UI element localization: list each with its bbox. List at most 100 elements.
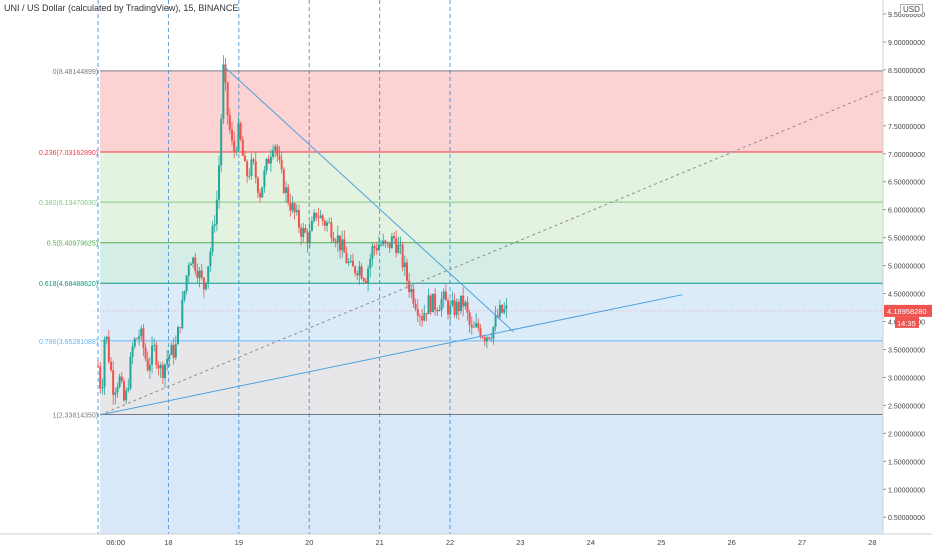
candle-body bbox=[315, 212, 318, 218]
price-tick-label: 0.50000000 bbox=[888, 515, 925, 522]
price-axis[interactable]: 9.50000000 9.00000000 8.50000000 8.00000000… bbox=[882, 0, 925, 534]
candle-body bbox=[405, 262, 408, 281]
candle-body bbox=[252, 159, 255, 162]
price-tick-label: 4.50000000 bbox=[888, 292, 925, 299]
candle-body bbox=[235, 150, 238, 152]
candle-body bbox=[181, 299, 184, 329]
price-tick-label: 3.00000000 bbox=[888, 375, 925, 382]
candle-body bbox=[196, 271, 199, 278]
candle-body bbox=[438, 309, 441, 312]
time-axis[interactable]: 06:00 18 19 20 21 22 23 24 25 26 27 28 bbox=[0, 533, 932, 547]
candle-body bbox=[472, 326, 475, 328]
candle-body bbox=[425, 313, 428, 315]
time-tick-label: 28 bbox=[868, 538, 876, 547]
candle-body bbox=[220, 118, 223, 166]
fib-level-label: 0.618(4.68488620) bbox=[39, 281, 98, 288]
candle-body bbox=[228, 115, 231, 130]
candle-body bbox=[319, 215, 322, 219]
candle-body bbox=[105, 336, 108, 340]
candle-body bbox=[200, 270, 203, 278]
candle-body bbox=[159, 364, 162, 369]
candle-body bbox=[317, 217, 320, 219]
fib-level-label: 1(2.33814350) bbox=[53, 412, 99, 419]
price-tick-label: 2.50000000 bbox=[888, 403, 925, 410]
symbol-title[interactable]: UNI / US Dollar (calculated by TradingVi… bbox=[4, 3, 239, 13]
fib-level-label: 0.5(5.40979625) bbox=[47, 241, 98, 248]
candle-body bbox=[135, 338, 138, 340]
time-tick-label: 27 bbox=[798, 538, 806, 547]
fib-level-label: 0.382(6.13470630) bbox=[39, 200, 98, 207]
trendlines[interactable] bbox=[99, 66, 884, 416]
fib-zone bbox=[100, 70, 884, 153]
candle-body bbox=[503, 308, 506, 313]
candle-body bbox=[289, 202, 292, 211]
candle-body bbox=[395, 238, 398, 253]
candle-body bbox=[388, 242, 391, 249]
candle-body bbox=[172, 344, 175, 358]
candle-body bbox=[218, 165, 221, 200]
candle-body bbox=[440, 299, 443, 310]
price-tick-label: 5.50000000 bbox=[888, 236, 925, 243]
candle-body bbox=[459, 295, 462, 312]
candle-body bbox=[211, 226, 214, 252]
candle-body bbox=[330, 222, 333, 238]
candle-body bbox=[278, 155, 281, 160]
candle-body bbox=[140, 328, 143, 337]
candle-body bbox=[97, 366, 100, 368]
candle-body bbox=[295, 210, 298, 213]
candles bbox=[97, 55, 508, 405]
candle-body bbox=[269, 156, 272, 164]
fib-level-lines[interactable]: 0(8.48144899) 0.236(7.03162890) 0.382(6.13… bbox=[39, 69, 883, 420]
candle-body bbox=[408, 280, 411, 293]
price-tick-label: 5.00000000 bbox=[888, 264, 925, 271]
candle-body bbox=[161, 364, 164, 379]
candle-body bbox=[501, 304, 504, 313]
candle-body bbox=[360, 266, 363, 279]
candle-body bbox=[213, 224, 216, 227]
candle-body bbox=[418, 315, 421, 317]
price-tick-label: 7.50000000 bbox=[888, 124, 925, 131]
fib-level-label: 0.236(7.03162890) bbox=[39, 150, 98, 157]
candle-body bbox=[401, 244, 404, 268]
candle-body bbox=[151, 345, 154, 365]
candle-body bbox=[166, 358, 169, 365]
candle-body bbox=[468, 312, 471, 325]
fib-zone bbox=[100, 242, 884, 284]
candle-body bbox=[343, 239, 346, 253]
candle-body bbox=[198, 270, 201, 278]
time-tick-label: 18 bbox=[164, 538, 172, 547]
currency-button[interactable]: USD bbox=[900, 4, 923, 15]
candle-body bbox=[272, 150, 275, 157]
candle-body bbox=[276, 146, 279, 156]
price-tick-label: 3.50000000 bbox=[888, 347, 925, 354]
candle-body bbox=[157, 365, 160, 369]
candle-body bbox=[423, 313, 426, 321]
fib-level-label: 0.786(3.65281088) bbox=[39, 339, 98, 346]
candle-body bbox=[453, 300, 456, 315]
candle-body bbox=[237, 123, 240, 151]
candle-body bbox=[131, 346, 134, 357]
session-lines bbox=[97, 0, 451, 534]
countdown-box bbox=[895, 316, 919, 328]
candle-body bbox=[434, 293, 437, 310]
candle-body bbox=[250, 159, 253, 176]
candle-body bbox=[248, 175, 251, 177]
candle-body bbox=[479, 327, 482, 337]
candle-body bbox=[110, 361, 113, 371]
candle-body bbox=[179, 327, 182, 329]
candle-body bbox=[297, 210, 300, 228]
candle-body bbox=[436, 309, 439, 312]
trendline[interactable] bbox=[224, 66, 514, 332]
trendline[interactable] bbox=[100, 294, 683, 416]
candle-body bbox=[431, 293, 434, 313]
candle-body bbox=[291, 203, 294, 211]
candle-body bbox=[492, 327, 495, 339]
candle-body bbox=[155, 344, 158, 366]
candle-body bbox=[367, 268, 370, 283]
candle-body bbox=[313, 212, 316, 221]
candle-body bbox=[148, 364, 151, 371]
candle-body bbox=[164, 364, 167, 379]
candle-body bbox=[466, 302, 469, 313]
fib-level-label: 0(8.48144899) bbox=[53, 69, 99, 76]
